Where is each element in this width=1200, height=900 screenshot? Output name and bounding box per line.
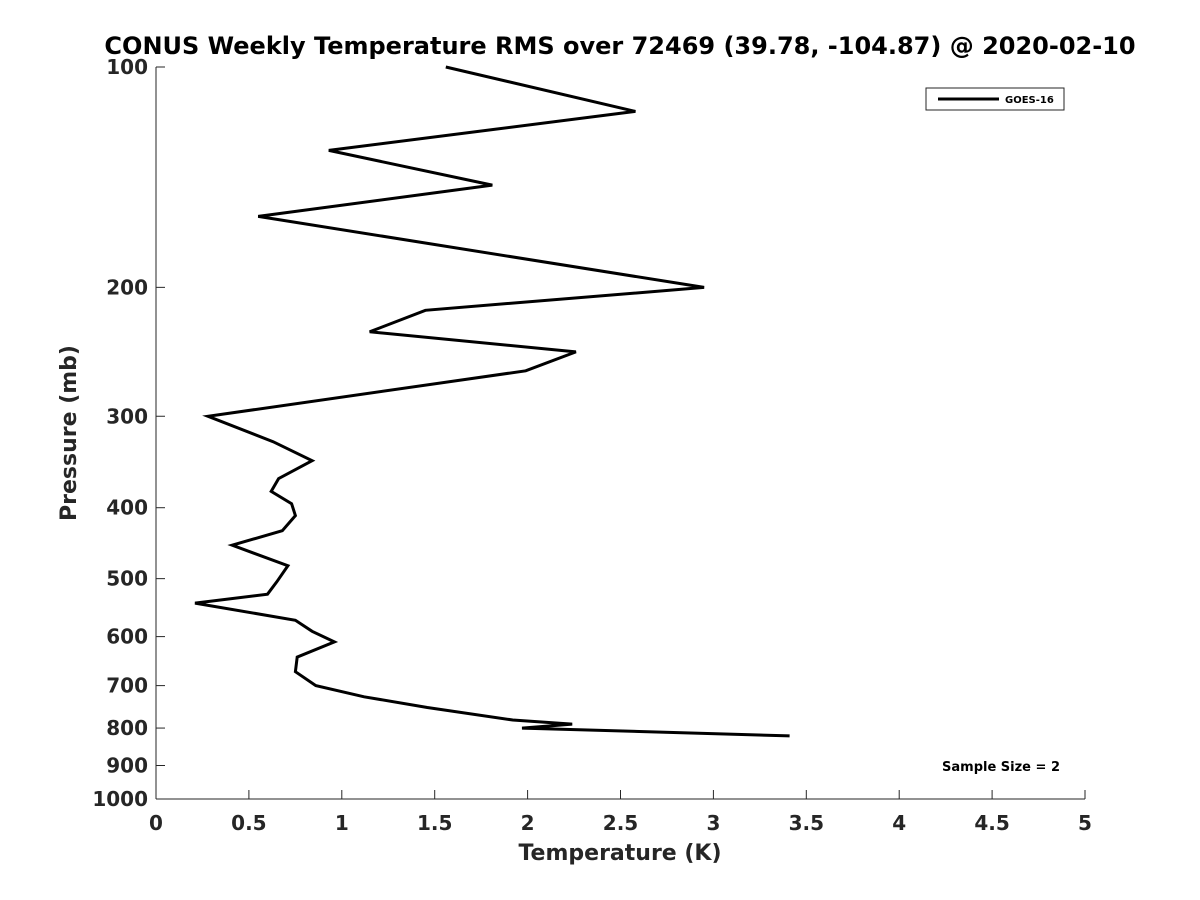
y-tick-label: 600 [106, 625, 148, 649]
y-ticks: 100 200 300 400 500 600 700 800 900 1000 [92, 55, 165, 811]
y-tick-label: 300 [106, 404, 148, 428]
x-tick-label: 3.5 [789, 811, 824, 835]
x-tick-label: 1.5 [417, 811, 452, 835]
x-tick-label: 4.5 [974, 811, 1009, 835]
y-tick-label: 200 [106, 275, 148, 299]
x-tick-label: 4 [892, 811, 906, 835]
series-layer [194, 65, 790, 738]
x-ticks: 0 0.5 1 1.5 2 2.5 3 3.5 4 4.5 5 [149, 790, 1092, 835]
y-tick-label: 400 [106, 496, 148, 520]
x-tick-label: 2.5 [603, 811, 638, 835]
x-tick-label: 0 [149, 811, 163, 835]
legend-label: GOES-16 [1005, 95, 1054, 106]
y-tick-label: 1000 [92, 787, 148, 811]
sample-size-annotation: Sample Size = 2 [942, 760, 1060, 775]
x-tick-label: 5 [1078, 811, 1092, 835]
x-tick-label: 0.5 [231, 811, 266, 835]
x-axis-label: Temperature (K) [518, 841, 721, 866]
chart-title: CONUS Weekly Temperature RMS over 72469 … [104, 32, 1135, 60]
y-tick-label: 800 [106, 716, 148, 740]
x-tick-label: 2 [521, 811, 535, 835]
x-tick-label: 3 [706, 811, 720, 835]
legend: GOES-16 [925, 87, 1065, 111]
y-tick-label: 500 [106, 567, 148, 591]
y-axis-label: Pressure (mb) [57, 345, 82, 521]
y-tick-label: 700 [106, 674, 148, 698]
series-line-goes-16 [194, 65, 790, 738]
y-tick-label: 100 [106, 55, 148, 79]
y-tick-label: 900 [106, 754, 148, 778]
x-tick-label: 1 [335, 811, 349, 835]
